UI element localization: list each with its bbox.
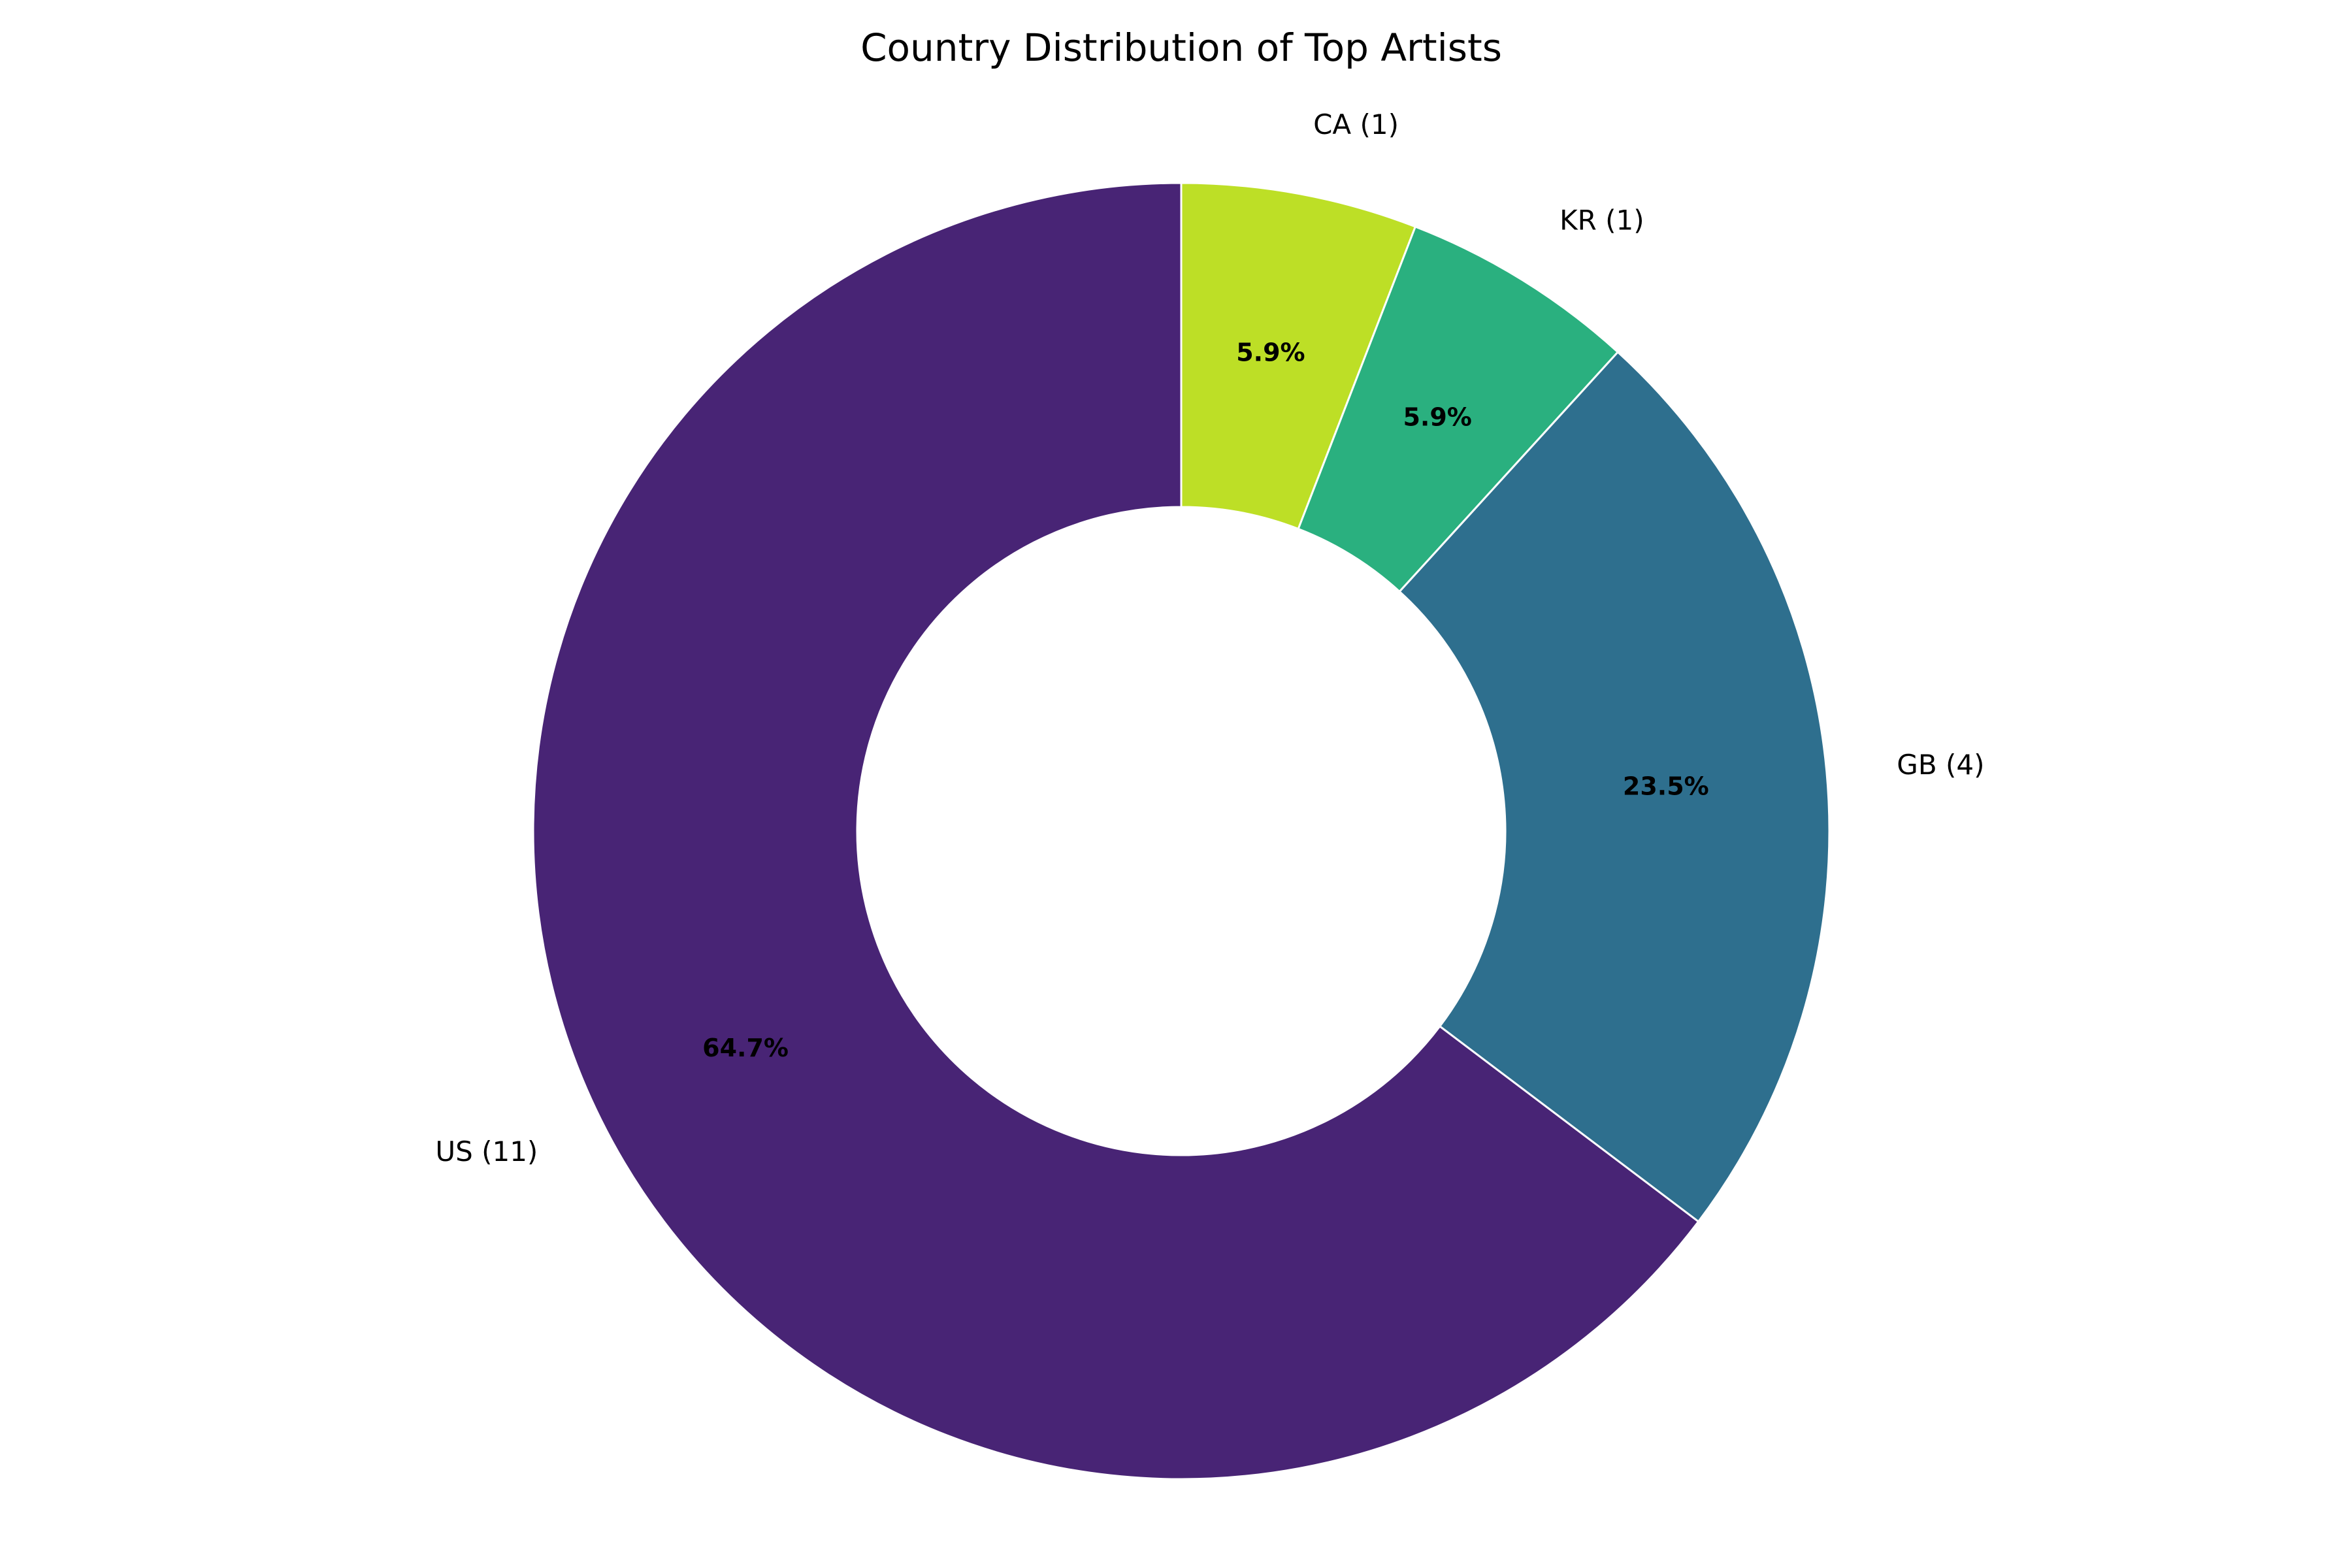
slice-label-ca: CA (1) — [1313, 108, 1399, 140]
chart-title: Country Distribution of Top Artists — [860, 25, 1502, 70]
labels-layer: 5.9% CA (1) 5.9% KR (1) 23.5% GB (4) 64.7% US (… — [435, 108, 1984, 1168]
slice-label-us: US (11) — [435, 1135, 538, 1168]
slice-gb — [1398, 350, 1831, 1223]
slice-label-kr: KR (1) — [1560, 204, 1644, 236]
percent-label-us: 64.7% — [702, 1034, 789, 1062]
slice-label-gb: GB (4) — [1897, 749, 1984, 781]
slices-layer — [532, 182, 1831, 1480]
percent-label-gb: 23.5% — [1623, 772, 1709, 800]
percent-label-kr: 5.9% — [1403, 403, 1471, 432]
slice-us — [532, 182, 1700, 1480]
percent-label-ca: 5.9% — [1236, 338, 1305, 367]
